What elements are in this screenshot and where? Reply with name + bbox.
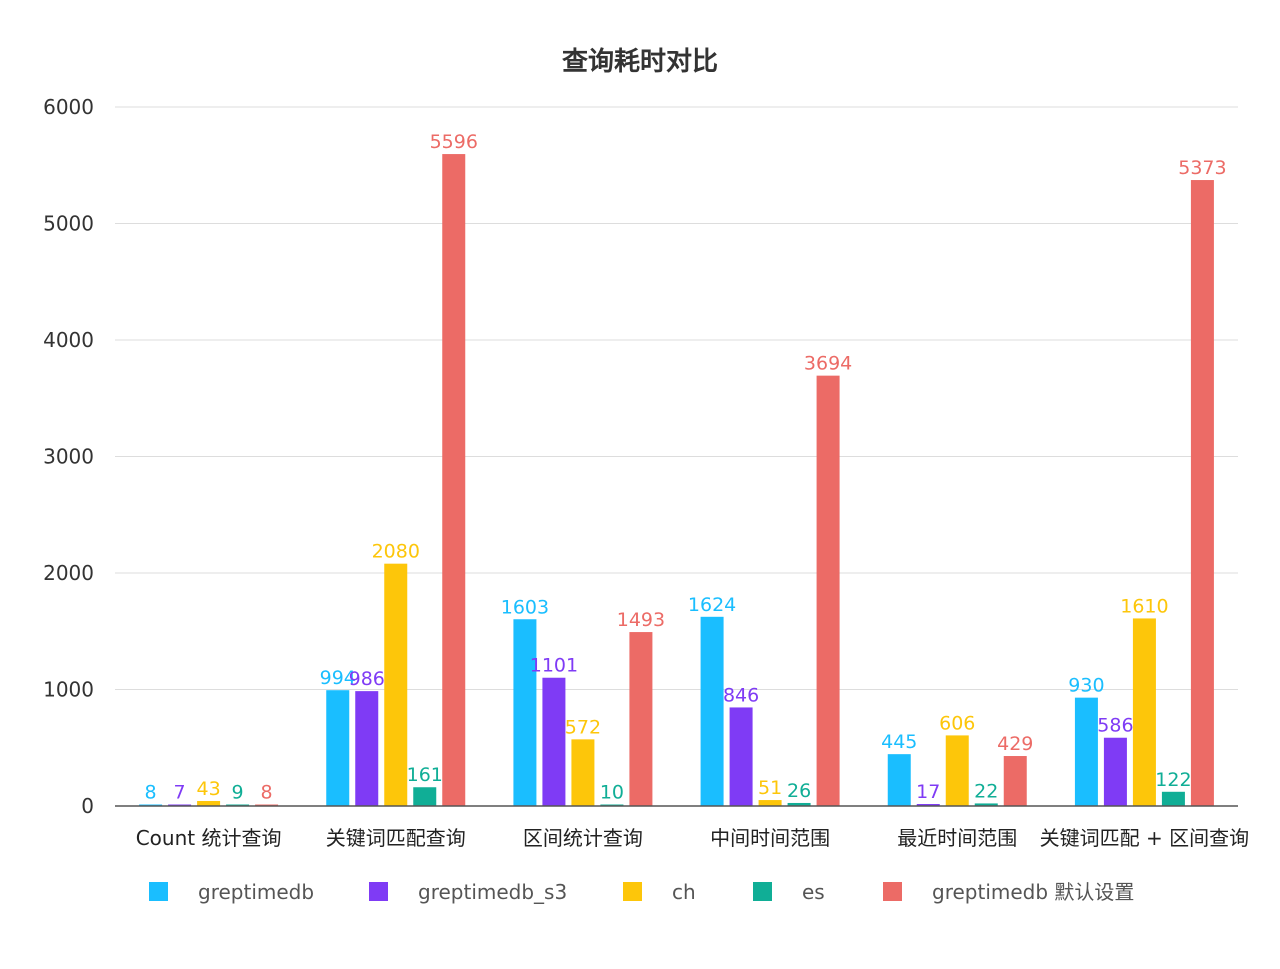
bar: [542, 677, 566, 806]
y-tick-label: 4000: [43, 328, 94, 352]
legend-item[interactable]: es: [751, 880, 825, 904]
bar: [1103, 737, 1127, 806]
bar: [1132, 618, 1156, 806]
y-tick-label: 3000: [43, 445, 94, 469]
data-label: 3694: [804, 353, 852, 375]
grid-lines: [115, 106, 1238, 690]
data-label: 994: [320, 667, 356, 689]
y-tick-label: 0: [81, 794, 94, 818]
bars: [139, 154, 1214, 807]
bar: [413, 787, 437, 806]
y-tick-label: 2000: [43, 561, 94, 585]
data-label: 586: [1097, 715, 1133, 737]
bar: [1074, 697, 1098, 806]
data-label: 1101: [530, 655, 578, 677]
bar: [700, 616, 724, 806]
data-label: 445: [881, 731, 917, 753]
x-tick-label: 关键词匹配查询: [326, 826, 466, 850]
x-tick-label: 关键词匹配 + 区间查询: [1040, 826, 1249, 850]
data-label: 846: [723, 684, 759, 706]
data-label: 51: [758, 777, 782, 799]
data-label: 1493: [617, 609, 665, 631]
data-label: 8: [261, 782, 273, 804]
bar: [571, 739, 595, 806]
data-label: 1610: [1120, 595, 1168, 617]
legend-label: es: [802, 880, 825, 904]
bar: [1190, 180, 1214, 806]
bar: [513, 619, 537, 806]
data-label: 2080: [372, 541, 420, 563]
bar: [974, 803, 998, 806]
legend-swatch: [367, 880, 390, 903]
data-label: 161: [407, 764, 443, 786]
legend-swatch: [621, 880, 644, 903]
y-tick-label: 5000: [43, 212, 94, 236]
data-label: 5596: [430, 131, 478, 153]
legend-label: greptimedb 默认设置: [932, 880, 1134, 904]
data-label: 1603: [501, 596, 549, 618]
legend-item[interactable]: greptimedb: [147, 880, 314, 904]
legend-label: greptimedb_s3: [418, 880, 567, 904]
x-tick-label: 区间统计查询: [523, 826, 643, 850]
legend: greptimedb greptimedb_s3 ch es greptimedb 默认…: [147, 880, 1134, 904]
x-tick-label: Count 统计查询: [136, 826, 282, 850]
x-tick-label: 最近时间范围: [897, 826, 1017, 850]
data-label: 8: [145, 782, 157, 804]
bar: [787, 802, 811, 806]
x-tick-label: 中间时间范围: [710, 826, 830, 850]
data-label: 43: [196, 778, 220, 800]
x-axis-ticks: Count 统计查询 关键词匹配查询 区间统计查询 中间时间范围 最近时间范围 关键词匹配…: [136, 826, 1249, 850]
data-label: 122: [1155, 769, 1191, 791]
data-label: 1624: [688, 594, 736, 616]
data-label: 17: [916, 781, 940, 803]
bar: [729, 707, 753, 806]
chart-title: 查询耗时对比: [562, 47, 718, 77]
bar: [442, 154, 466, 807]
data-label: 429: [997, 733, 1033, 755]
bar: [887, 754, 911, 806]
legend-swatch: [751, 880, 774, 903]
bar: [758, 800, 782, 806]
legend-swatch: [147, 880, 170, 903]
bar: [326, 690, 350, 806]
bar: [629, 632, 653, 806]
bar: [355, 691, 379, 806]
data-labels: 8 7 43 9 89949862080161559616031101572101493…: [145, 131, 1227, 803]
legend-item[interactable]: greptimedb 默认设置: [881, 880, 1134, 904]
data-label: 9: [232, 782, 244, 804]
bar: [384, 563, 408, 806]
data-label: 5373: [1178, 157, 1226, 179]
legend-swatch: [881, 880, 904, 903]
data-label: 930: [1068, 675, 1104, 697]
y-tick-label: 1000: [43, 678, 94, 702]
legend-label: greptimedb: [198, 880, 314, 904]
legend-label: ch: [672, 880, 696, 904]
y-tick-label: 6000: [43, 95, 94, 119]
bar: [1003, 756, 1027, 806]
bar: [816, 375, 840, 806]
y-axis-ticks: 0 1000 2000 3000 4000 5000 6000: [43, 95, 94, 818]
data-label: 986: [349, 668, 385, 690]
data-label: 7: [174, 782, 186, 804]
legend-item[interactable]: greptimedb_s3: [367, 880, 567, 904]
bar: [197, 800, 221, 806]
data-label: 26: [787, 780, 811, 802]
data-label: 22: [974, 780, 998, 802]
legend-item[interactable]: ch: [621, 880, 696, 904]
bar: [916, 804, 940, 806]
data-label: 10: [600, 782, 624, 804]
bar: [1161, 791, 1185, 806]
bar: [945, 735, 969, 806]
data-label: 572: [565, 716, 601, 738]
data-label: 606: [939, 712, 975, 734]
